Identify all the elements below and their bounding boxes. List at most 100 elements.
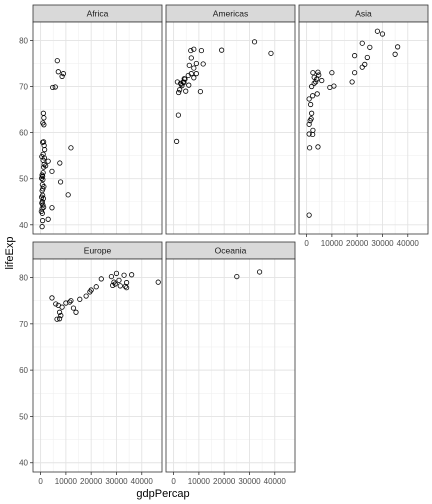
data-point-africa-43 [49,205,55,211]
x-tick-label: 40000 [264,477,287,486]
panel-background [33,22,162,234]
data-point-africa-46 [39,210,45,216]
data-point-americas-29 [174,138,180,144]
data-point-americas-14 [191,75,197,81]
x-tick-label: 10000 [321,239,344,248]
data-point-americas-8 [186,62,192,68]
facet-panel-asia: Asia [298,4,429,235]
data-point-americas-3 [219,47,225,53]
data-point-europe-23 [53,301,59,307]
data-point-americas-4 [251,39,258,45]
data-point-africa-38 [40,195,46,202]
data-point-americas-17 [174,79,180,85]
data-point-americas-10 [200,61,206,67]
data-point-africa-30 [57,179,64,185]
x-tick-label: 30000 [105,477,128,486]
data-point-asia-19 [319,77,325,84]
x-tick-label: 0 [304,239,309,248]
data-point-europe-3 [113,270,120,276]
data-point-asia-18 [311,80,317,86]
data-point-americas-13 [185,72,191,79]
data-point-asia-0 [374,28,381,34]
y-tick-label: 70 [19,320,28,329]
data-point-europe-2 [121,272,127,278]
x-tick-label: 20000 [346,239,369,248]
data-point-asia-37 [306,212,312,218]
data-point-africa-1 [55,69,61,75]
y-tick-label: 80 [19,36,28,45]
data-point-asia-17 [313,79,319,85]
data-point-americas-25 [176,89,182,96]
data-point-europe-16 [87,289,93,295]
data-point-americas-0 [188,47,194,54]
facet-label-europe: Europe [84,246,112,256]
data-point-europe-17 [83,293,89,299]
data-point-africa-0 [54,58,60,64]
data-point-asia-31 [306,121,312,127]
x-tick-label: 40000 [397,239,420,248]
facet-panel-americas: Americas [165,4,296,235]
data-point-europe-14 [93,284,99,290]
data-point-asia-36 [315,144,321,150]
x-tick-label: 0 [38,477,43,486]
x-axis-title: gdpPercap [136,488,189,500]
data-point-americas-27 [181,79,187,85]
y-tick-label: 50 [19,175,28,184]
data-point-africa-4 [50,84,56,91]
data-point-americas-24 [181,76,187,82]
data-point-africa-2 [59,73,65,79]
data-point-oceania-1 [234,273,240,280]
data-point-africa-13 [42,147,48,153]
panel-background [166,22,295,234]
x-tick-label: 20000 [80,477,103,486]
x-tick-label: 0 [171,477,176,486]
data-point-africa-48 [40,218,46,224]
x-tick-label: 10000 [55,477,78,486]
data-point-africa-23 [41,164,47,170]
data-point-africa-19 [45,158,51,164]
data-point-asia-10 [352,70,358,76]
data-point-americas-28 [175,112,181,118]
data-point-americas-19 [186,82,192,88]
data-point-asia-23 [310,93,316,99]
data-point-asia-9 [362,61,368,68]
data-point-europe-13 [123,285,130,291]
facet-panel-oceania: Oceania [165,241,296,473]
data-point-asia-28 [309,110,315,116]
data-point-asia-22 [331,83,337,89]
data-point-asia-12 [310,70,316,76]
y-tick-label: 80 [19,274,28,283]
data-point-europe-30 [54,316,60,322]
data-point-africa-41 [40,202,46,208]
facet-label-oceania: Oceania [215,246,247,256]
x-tick-label: 10000 [188,477,211,486]
data-point-asia-27 [308,101,314,108]
data-point-americas-6 [188,55,194,61]
data-point-asia-2 [395,44,401,50]
data-point-europe-9 [112,281,118,287]
data-point-americas-5 [268,50,274,56]
data-point-asia-3 [392,51,398,57]
data-point-asia-7 [364,54,370,61]
data-point-europe-28 [56,309,63,315]
data-point-americas-12 [193,71,199,77]
facet-label-asia: Asia [355,9,372,19]
data-point-asia-13 [315,69,321,75]
data-point-africa-20 [57,160,63,166]
panel-background [33,259,162,472]
data-point-asia-34 [310,131,316,138]
data-point-asia-4 [359,40,365,46]
facet-label-africa: Africa [87,9,109,19]
data-point-europe-31 [56,316,63,322]
data-point-americas-2 [198,47,205,54]
data-point-asia-35 [307,145,313,151]
data-point-africa-47 [45,216,51,222]
y-tick-label: 60 [19,129,28,138]
data-point-asia-14 [316,72,322,78]
data-point-africa-9 [41,122,47,128]
data-point-europe-1 [129,272,135,278]
data-point-africa-29 [40,177,46,183]
data-point-americas-20 [197,88,203,95]
